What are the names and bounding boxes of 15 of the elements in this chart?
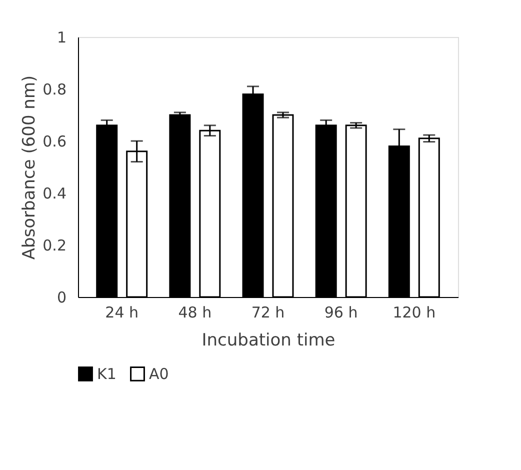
y-tick-label: 0.6 bbox=[42, 132, 66, 150]
legend-label: K1 bbox=[97, 364, 116, 383]
x-tick-label: 96 h bbox=[324, 304, 358, 322]
x-tick-label: 120 h bbox=[392, 304, 436, 322]
y-axis-title: Absorbance (600 nm) bbox=[20, 75, 40, 260]
y-tick-label: 0.8 bbox=[42, 80, 66, 98]
x-tick-label: 24 h bbox=[105, 304, 139, 322]
y-tick-label: 0.4 bbox=[42, 184, 66, 202]
y-tick-label: 1 bbox=[56, 28, 66, 46]
legend-label: A0 bbox=[149, 364, 169, 383]
y-tick-label: 0 bbox=[56, 288, 66, 306]
x-tick-label: 48 h bbox=[178, 304, 212, 322]
y-tick-label: 0.2 bbox=[42, 236, 66, 254]
x-axis-title: Incubation time bbox=[202, 330, 336, 350]
x-tick-label: 72 h bbox=[251, 304, 285, 322]
